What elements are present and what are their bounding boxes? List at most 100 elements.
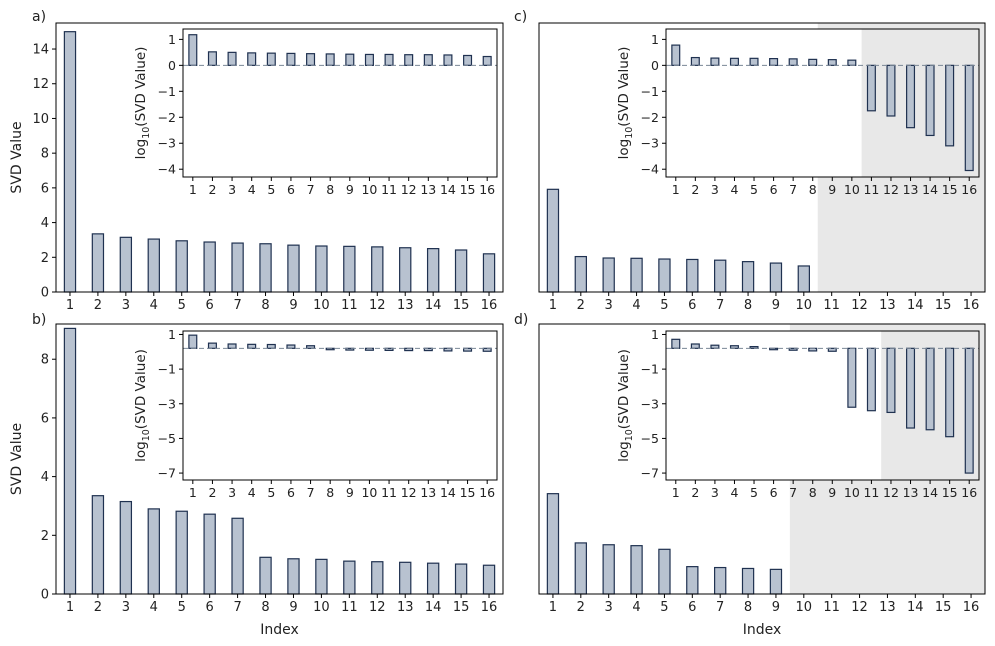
inset-xtick-label: 15 <box>460 485 476 500</box>
main-ytick-label: 4 <box>41 216 49 231</box>
main-xtick-label: 7 <box>716 298 724 313</box>
inset-xtick-label: 6 <box>287 485 295 500</box>
main-ytick-label: 2 <box>41 529 49 544</box>
inset-bar-10 <box>847 347 857 408</box>
main-frame <box>55 323 504 595</box>
main-ytick-label: 6 <box>41 411 49 426</box>
inset-xtick-label: 6 <box>770 182 778 197</box>
main-bar-1 <box>546 188 560 293</box>
main-xtick-label: 1 <box>549 298 557 313</box>
inset-xtick-label: 3 <box>711 182 719 197</box>
main-xtick-label: 7 <box>233 600 241 615</box>
inset-bar-9 <box>827 347 837 352</box>
main-xtick-label: 10 <box>313 298 330 313</box>
panel-label: d) <box>514 312 528 328</box>
inset-xtick-label: 11 <box>863 182 879 197</box>
inset-xtick-label: 8 <box>326 485 334 500</box>
main-xtick-label: 11 <box>823 298 840 313</box>
main-xtick-label: 1 <box>549 600 557 615</box>
inset-xtick-label: 10 <box>361 485 377 500</box>
main-xtick-label: 5 <box>178 600 186 615</box>
main-xtick-label: 12 <box>369 600 386 615</box>
inset-bar-16 <box>482 55 492 66</box>
main-bar-5 <box>175 510 188 595</box>
inset-xtick-label: 6 <box>287 182 295 197</box>
inset-xtick-label: 5 <box>267 182 275 197</box>
inset-xtick-label: 13 <box>420 485 436 500</box>
main-xtick-label: 9 <box>289 298 297 313</box>
inset-bar-5 <box>749 57 759 66</box>
inset-xtick-label: 12 <box>883 485 899 500</box>
main-xtick-label: 5 <box>660 600 668 615</box>
inset-xtick-label: 8 <box>809 485 817 500</box>
inset-xtick-label: 14 <box>922 485 938 500</box>
main-bar-11 <box>343 245 356 293</box>
inset-bar-12 <box>886 64 896 117</box>
main-xtick-label: 15 <box>453 298 470 313</box>
main-xtick-label: 10 <box>796 298 813 313</box>
main-bar-11 <box>343 560 356 595</box>
inset-ytick-label: −2 <box>158 110 176 125</box>
main-bar-16 <box>482 253 496 293</box>
inset-xtick-label: 11 <box>863 485 879 500</box>
inset-y-axis-label: log10(SVD Value) <box>133 349 152 462</box>
main-bar-9 <box>287 558 300 595</box>
main-xtick-label: 2 <box>577 298 585 313</box>
main-xtick-label: 16 <box>963 600 980 615</box>
inset-bar-2 <box>690 343 700 349</box>
inset-bar-13 <box>906 64 916 129</box>
inset-ytick-label: 1 <box>168 32 176 47</box>
inset-xtick-label: 2 <box>208 485 216 500</box>
main-ytick-label: 0 <box>41 588 49 603</box>
inset-plot-area <box>183 29 497 177</box>
panel-label: c) <box>514 9 527 25</box>
main-bar-4 <box>630 257 643 293</box>
main-ytick-label: 4 <box>41 470 49 485</box>
main-xtick-label: 13 <box>879 298 896 313</box>
inset-bar-7 <box>306 53 316 66</box>
inset-bar-13 <box>423 54 433 66</box>
inset-xtick-label: 16 <box>961 485 977 500</box>
inset-plot-area <box>183 331 497 480</box>
main-xtick-label: 11 <box>823 600 840 615</box>
main-bar-6 <box>686 566 699 595</box>
inset-bar-4 <box>729 57 739 66</box>
main-ytick-label: 10 <box>32 112 49 127</box>
inset-xtick-label: 8 <box>809 182 817 197</box>
inset-xtick-label: 2 <box>691 485 699 500</box>
inset-bar-13 <box>423 347 433 352</box>
main-bar-2 <box>91 495 105 595</box>
inset-frame <box>182 330 498 481</box>
main-bar-7 <box>714 566 727 595</box>
inset-bar-14 <box>443 54 453 66</box>
main-bar-14 <box>426 248 440 293</box>
inset-bar-3 <box>710 57 720 66</box>
inset-bar-8 <box>325 53 335 66</box>
inset-bar-5 <box>266 343 276 349</box>
main-xtick-label: 10 <box>796 600 813 615</box>
inset-xtick-label: 7 <box>307 485 315 500</box>
inset-bar-9 <box>345 53 355 66</box>
main-frame <box>538 22 986 293</box>
inset-xtick-label: 7 <box>789 485 797 500</box>
main-bar-2 <box>574 542 587 595</box>
inset-ylabel-rest: (SVD Value) <box>616 47 632 127</box>
inset-xtick-label: 12 <box>883 182 899 197</box>
inset-frame <box>182 28 498 178</box>
inset-xtick-label: 13 <box>420 182 436 197</box>
main-xtick-label: 16 <box>481 298 498 313</box>
main-bar-1 <box>63 31 77 293</box>
main-xtick-label: 14 <box>907 600 924 615</box>
inset-xtick-label: 16 <box>961 182 977 197</box>
inset-xtick-label: 7 <box>307 182 315 197</box>
inset-xtick-label: 14 <box>922 182 938 197</box>
inset-ylabel-rest: (SVD Value) <box>616 349 632 429</box>
main-bar-8 <box>259 243 272 293</box>
main-xtick-label: 12 <box>851 600 868 615</box>
main-xtick-label: 11 <box>341 298 358 313</box>
main-xtick-label: 2 <box>577 600 585 615</box>
main-bar-5 <box>658 258 671 293</box>
main-bar-1 <box>63 327 77 595</box>
inset-xtick-label: 3 <box>228 485 236 500</box>
